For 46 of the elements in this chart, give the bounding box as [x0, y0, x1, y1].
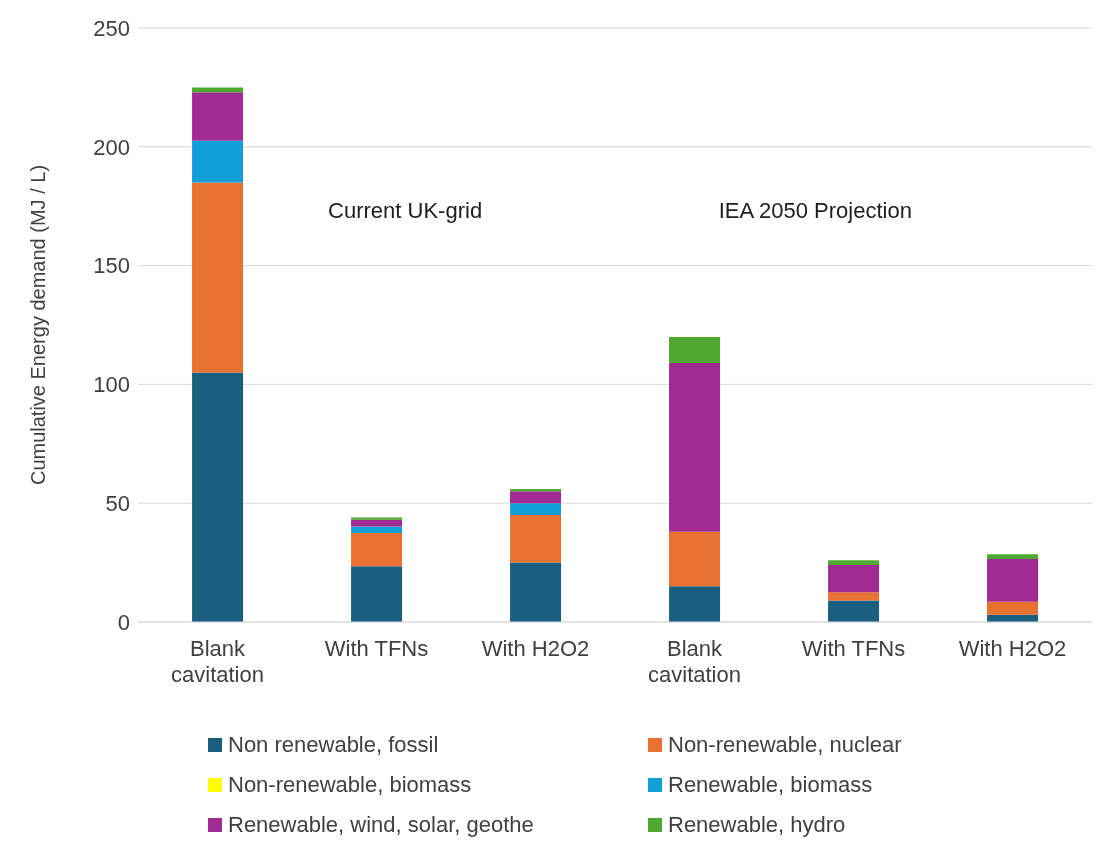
bar	[510, 515, 562, 563]
bar	[987, 601, 1039, 615]
bar	[351, 519, 403, 527]
legend-label: Renewable, wind, solar, geothe	[228, 812, 534, 838]
y-tick-label: 250	[93, 15, 130, 41]
legend-label: Renewable, biomass	[668, 772, 873, 798]
legend-label: Non-renewable, biomass	[228, 772, 472, 798]
bar	[192, 92, 244, 141]
bar	[351, 566, 403, 622]
y-tick-label: 50	[105, 491, 130, 517]
y-tick-label: 100	[93, 372, 130, 398]
bar	[669, 336, 721, 364]
y-axis-title: Cumulative Energy demand (MJ / L)	[27, 164, 50, 486]
y-tick-label: 150	[93, 253, 130, 279]
x-tick-label: With TFNs	[324, 636, 429, 661]
y-tick-label: 200	[93, 134, 130, 160]
bar	[669, 363, 721, 532]
x-tick-label: With H2O2	[958, 636, 1067, 661]
annotation: IEA 2050 Projection	[717, 198, 913, 224]
bar	[828, 600, 880, 622]
bar	[192, 87, 244, 93]
x-tick-label: Blank cavitation	[171, 636, 264, 687]
bar	[510, 562, 562, 622]
x-tick-label: With TFNs	[801, 636, 906, 661]
bar	[510, 503, 562, 516]
y-tick-label: 0	[117, 609, 130, 635]
bar	[351, 532, 403, 567]
bar	[669, 586, 721, 622]
bar	[987, 554, 1039, 560]
bar	[351, 526, 403, 533]
bar	[828, 592, 880, 601]
x-tick-label: Blank cavitation	[648, 636, 741, 687]
bar	[192, 140, 244, 183]
bar	[987, 559, 1039, 602]
bar	[351, 517, 403, 520]
bar	[669, 531, 721, 587]
bar	[192, 372, 244, 622]
annotation: Current UK-grid	[327, 198, 484, 224]
bar	[510, 491, 562, 504]
bar	[192, 182, 244, 373]
x-tick-label: With H2O2	[481, 636, 590, 661]
legend-label: Non renewable, fossil	[228, 732, 439, 758]
legend-label: Non-renewable, nuclear	[668, 732, 902, 758]
bar	[828, 560, 880, 565]
legend-label: Renewable, hydro	[668, 812, 846, 838]
bar	[828, 564, 880, 593]
